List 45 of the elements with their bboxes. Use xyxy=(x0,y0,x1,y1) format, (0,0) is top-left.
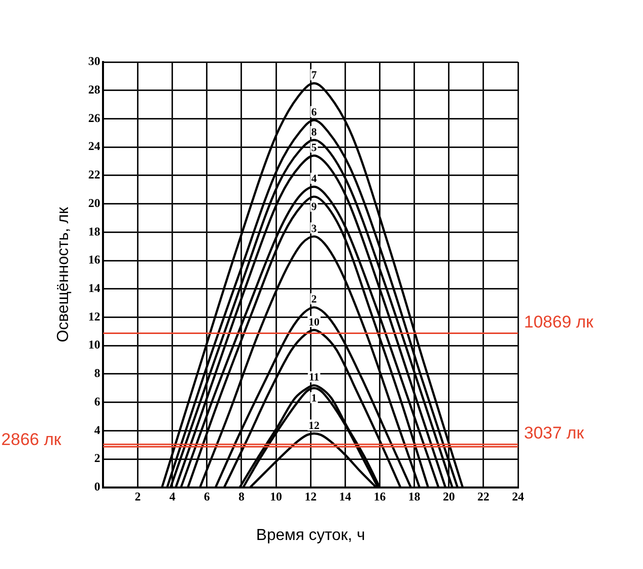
x-tick-label: 16 xyxy=(374,490,386,504)
x-tick-label: 10 xyxy=(270,490,282,504)
y-tick-label: 30 xyxy=(88,54,100,68)
series-label: 4 xyxy=(311,173,318,186)
x-axis-title: Время суток, ч xyxy=(256,526,366,544)
y-tick-label: 4 xyxy=(94,422,100,437)
y-tick-label: 12 xyxy=(88,309,100,324)
series-label: 7 xyxy=(311,70,318,82)
y-tick-label: 14 xyxy=(88,280,100,295)
x-tick-label: 20 xyxy=(442,490,455,504)
series-label: 10 xyxy=(308,316,320,328)
series-label: 8 xyxy=(311,126,318,138)
y-tick-label: 18 xyxy=(88,224,100,238)
ref-line-label: 3037 лк xyxy=(524,424,584,443)
y-tick-label: 24 xyxy=(88,139,100,154)
series-label: 5 xyxy=(311,142,318,154)
y-tick-label: 6 xyxy=(94,394,100,408)
y-tick-label: 8 xyxy=(94,366,100,380)
y-tick-label: 20 xyxy=(88,196,100,210)
ref-line-label: 2866 лк xyxy=(1,430,62,449)
y-tick-label: 10 xyxy=(88,338,100,352)
y-tick-label: 0 xyxy=(94,479,100,494)
y-axis-title: Освещённость, лк xyxy=(55,206,72,342)
x-tick-label: 6 xyxy=(204,490,210,504)
y-tick-label: 16 xyxy=(88,252,100,267)
x-tick-label: 12 xyxy=(304,490,317,504)
y-tick-label: 22 xyxy=(88,168,100,182)
series-label: 3 xyxy=(311,222,318,235)
series-label: 9 xyxy=(311,201,318,214)
series-label: 2 xyxy=(311,294,318,306)
series-label: 1 xyxy=(311,392,317,404)
x-tick-label: 22 xyxy=(477,490,490,504)
x-tick-label: 24 xyxy=(512,490,524,504)
y-tick-label: 2 xyxy=(94,451,100,466)
x-tick-label: 14 xyxy=(339,490,352,504)
x-tick-label: 18 xyxy=(408,490,420,504)
series-label: 6 xyxy=(311,106,318,118)
y-tick-label: 28 xyxy=(88,82,100,96)
series-label: 11 xyxy=(308,372,320,384)
x-tick-label: 8 xyxy=(238,490,244,504)
x-tick-label: 4 xyxy=(169,490,176,504)
y-tick-label: 26 xyxy=(88,110,100,125)
ref-line-label: 10869 лк xyxy=(524,312,594,332)
x-tick-label: 2 xyxy=(134,490,141,504)
series-label: 12 xyxy=(308,420,320,432)
